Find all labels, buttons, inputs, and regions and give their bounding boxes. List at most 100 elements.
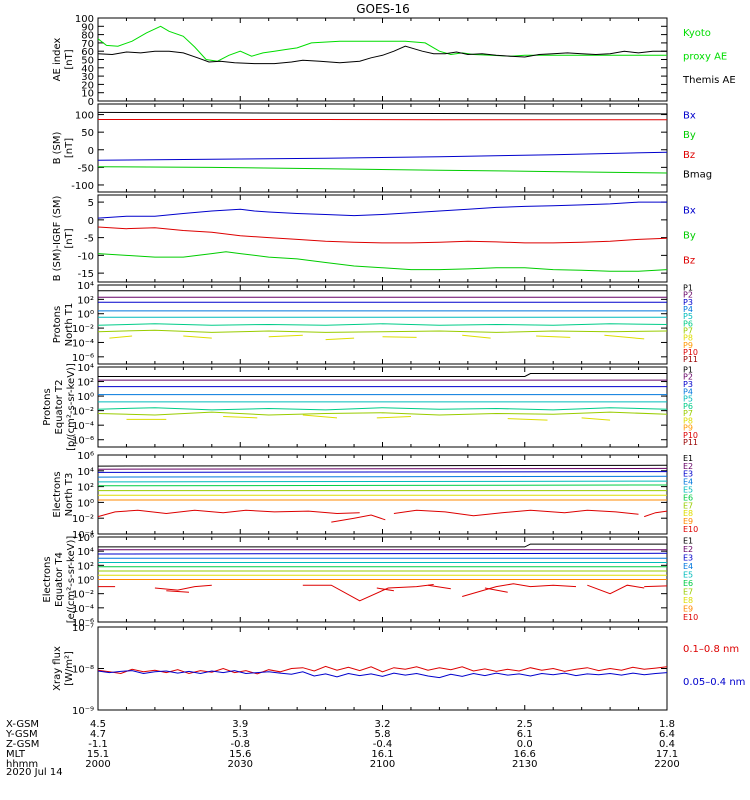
y-axis-title-electrons-north: Electrons	[52, 471, 63, 517]
series-line-electrons-north-E10	[331, 514, 386, 523]
x-axis-value: 2200	[654, 759, 679, 770]
panel-frame-protons-equator	[97, 366, 668, 448]
y-axis-title-xray: Xray flux	[52, 646, 63, 691]
x-axis-value: -0.4	[373, 739, 393, 750]
legend-label-protons-equator: P6	[683, 402, 693, 411]
series-line-electrons-north-E10	[393, 509, 639, 517]
x-axis-value: 3.2	[375, 719, 391, 730]
y-tick-label-ae: 90	[81, 22, 94, 33]
y-tick-label-ae: 0	[88, 97, 94, 108]
legend-label-protons-equator: P5	[683, 395, 693, 404]
x-axis-value: 17.1	[656, 749, 678, 760]
y-tick-label-bsmigrf: -15	[78, 269, 94, 280]
series-line-protons-equator-P8	[223, 416, 258, 419]
legend-label-electrons-north: E7	[683, 501, 693, 510]
y-tick-label-protons-north: 10²	[77, 295, 94, 306]
y-axis-title-protons-equator: Equator T2	[54, 380, 65, 435]
y-axis-title-ae: [nT]	[64, 49, 75, 69]
y-axis-title-electrons-equator: [e/(cm²-s-sr-keV)]	[66, 536, 77, 624]
series-line-protons-north-P8	[604, 334, 645, 340]
x-axis-value: 2030	[228, 759, 253, 770]
series-line-electrons-north-E3	[97, 471, 668, 473]
y-tick-label-electrons-north: 10⁻²	[72, 514, 94, 525]
legend-label-electrons-north: E3	[683, 470, 693, 479]
y-axis-title-xray: [W/m²]	[64, 651, 75, 686]
y-axis-title-bsm: [nT]	[64, 138, 75, 158]
x-axis-row-label: hhmm	[6, 759, 38, 770]
y-tick-label-electrons-north: 10²	[77, 483, 94, 494]
x-axis-value: 16.1	[371, 749, 393, 760]
y-tick-label-protons-north: 10⁴	[77, 281, 94, 292]
y-tick-label-electrons-equator: 10⁶	[77, 533, 94, 544]
y-tick-label-xray: 10⁻⁷	[72, 623, 94, 634]
legend-label-electrons-north: E4	[683, 478, 693, 487]
date-label: 2020 Jul 14	[6, 767, 63, 778]
series-line-protons-north-P8	[109, 335, 133, 339]
y-axis-title-ae: AE index	[52, 38, 63, 82]
plot-title: GOES-16	[356, 2, 410, 16]
y-tick-label-ae: 50	[81, 56, 94, 67]
y-axis-title-electrons-north: North T3	[64, 473, 75, 517]
x-axis-row-label: X-GSM	[6, 719, 39, 730]
legend-label-protons-north: P1	[683, 283, 693, 292]
y-tick-label-ae: 60	[81, 47, 94, 58]
legend-label-protons-north: P5	[683, 312, 693, 321]
x-axis-value: 0.4	[659, 739, 675, 750]
x-axis-value: 6.4	[659, 729, 675, 740]
y-tick-label-protons-north: 10⁻⁶	[72, 353, 94, 364]
y-tick-label-electrons-north: 10⁶	[77, 451, 94, 462]
legend-label-electrons-north: E8	[683, 509, 693, 518]
legend-label-bsm: By	[683, 130, 696, 141]
x-axis-value: 16.6	[514, 749, 536, 760]
series-line-electrons-equator-E10	[376, 587, 394, 592]
series-line-protons-north-P7	[97, 329, 668, 333]
series-line-electrons-north-E6	[97, 484, 668, 487]
y-tick-label-ae: 30	[81, 72, 94, 83]
legend-label-protons-equator: P10	[683, 431, 698, 440]
x-axis-row-label: MLT	[6, 749, 26, 760]
legend-label-protons-north: P8	[683, 334, 693, 343]
legend-label-bsmigrf: Bx	[683, 206, 696, 217]
legend-label-protons-north: P6	[683, 319, 693, 328]
legend-label-electrons-north: E9	[683, 517, 693, 526]
legend-label-electrons-equator: E10	[683, 613, 698, 622]
y-tick-label-electrons-north: 10⁰	[77, 498, 94, 509]
legend-label-electrons-equator: E7	[683, 587, 693, 596]
y-tick-label-protons-equator: 10⁰	[77, 392, 94, 403]
series-line-electrons-north-E10	[644, 510, 668, 518]
series-line-electrons-equator-E3	[97, 552, 668, 555]
series-line-xray-0-05-0-4-nm	[97, 670, 668, 679]
y-tick-label-bsm: 0	[88, 146, 94, 157]
y-tick-label-electrons-equator: 10⁻²	[72, 590, 94, 601]
series-line-protons-equator-P8	[302, 414, 338, 419]
series-line-electrons-north-E4	[97, 475, 668, 478]
legend-label-protons-equator: P4	[683, 387, 693, 396]
y-tick-label-bsmigrf: -10	[78, 251, 94, 262]
series-line-electrons-equator-E10	[302, 584, 434, 602]
y-tick-label-bsm: 50	[81, 128, 94, 139]
panel-frame-bsmigrf	[97, 194, 668, 283]
y-tick-label-ae: 10	[81, 89, 94, 100]
legend-label-electrons-north: E6	[683, 493, 693, 502]
legend-label-electrons-north: E10	[683, 525, 698, 534]
series-line-electrons-equator-E10	[484, 587, 508, 593]
legend-label-ae: Themis AE	[682, 75, 736, 86]
legend-label-protons-north: P10	[683, 348, 698, 357]
series-line-electrons-north-E2	[97, 467, 668, 470]
y-tick-label-xray: 10⁻⁸	[72, 665, 94, 676]
legend-label-electrons-north: E5	[683, 486, 693, 495]
series-line-protons-north-P8	[382, 336, 417, 338]
legend-label-ae: Kyoto	[683, 28, 711, 39]
legend-label-protons-equator: P11	[683, 438, 698, 447]
y-tick-label-electrons-equator: 10⁰	[77, 576, 94, 587]
y-tick-label-protons-equator: 10⁻²	[72, 407, 94, 418]
series-line-electrons-north-E10	[97, 509, 360, 518]
series-line-bsm-By	[97, 166, 668, 174]
series-line-bsmigrf-By	[97, 251, 668, 272]
y-tick-label-bsmigrf: 5	[88, 198, 94, 209]
series-line-bsmigrf-Bz	[97, 226, 668, 244]
legend-label-xray: 0.05–0.4 nm	[683, 677, 745, 688]
y-axis-title-bsmigrf: B (SM)-IGRF (SM)	[52, 196, 63, 282]
series-line-protons-north-P8	[462, 334, 491, 339]
legend-label-electrons-equator: E2	[683, 545, 693, 554]
